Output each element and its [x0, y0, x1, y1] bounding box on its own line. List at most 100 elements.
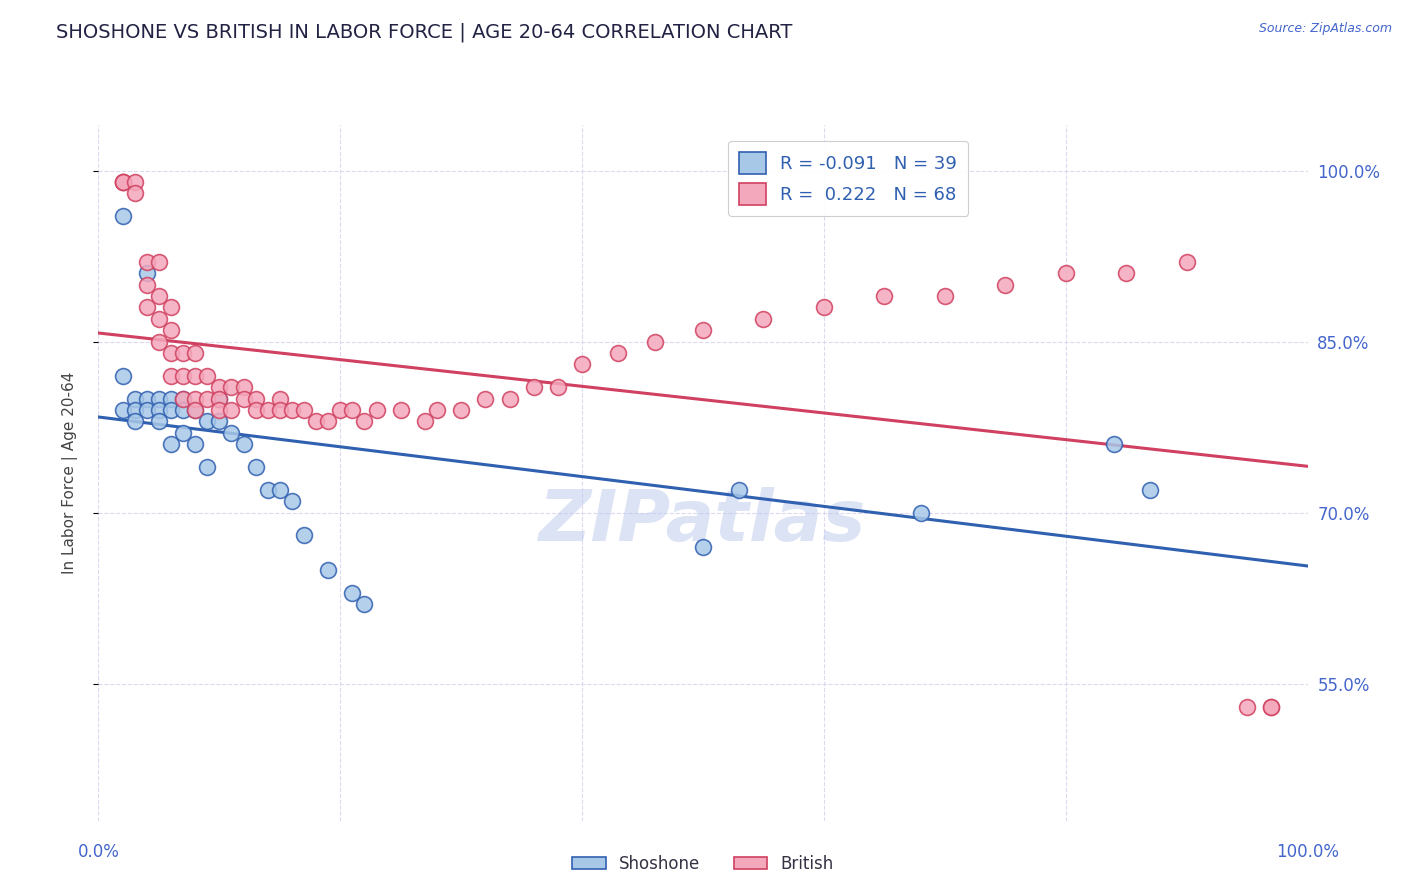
Point — [148, 254, 170, 268]
Point — [232, 437, 254, 451]
Point — [269, 483, 291, 497]
Point — [208, 392, 231, 406]
Point — [172, 392, 194, 406]
Point — [752, 311, 775, 326]
Point — [111, 403, 134, 417]
Point — [195, 392, 218, 406]
Point — [994, 277, 1017, 292]
Point — [281, 403, 304, 417]
Point — [221, 380, 243, 394]
Point — [160, 437, 183, 451]
Point — [232, 392, 254, 406]
Point — [256, 483, 278, 497]
Point — [135, 301, 157, 315]
Point — [474, 392, 496, 406]
Point — [571, 358, 593, 372]
Point — [208, 403, 231, 417]
Point — [184, 392, 207, 406]
Point — [111, 175, 134, 189]
Point — [172, 368, 194, 383]
Point — [292, 528, 315, 542]
Point — [1236, 699, 1258, 714]
Point — [172, 392, 194, 406]
Point — [1102, 437, 1125, 451]
Point — [450, 403, 472, 417]
Point — [160, 323, 183, 337]
Point — [232, 380, 254, 394]
Point — [148, 289, 170, 303]
Point — [547, 380, 569, 394]
Point — [172, 346, 194, 360]
Y-axis label: In Labor Force | Age 20-64: In Labor Force | Age 20-64 — [62, 372, 77, 574]
Point — [208, 380, 231, 394]
Point — [160, 301, 183, 315]
Point — [148, 403, 170, 417]
Legend: Shoshone, British: Shoshone, British — [565, 848, 841, 880]
Point — [111, 368, 134, 383]
Point — [813, 301, 835, 315]
Point — [498, 392, 520, 406]
Point — [124, 403, 146, 417]
Point — [221, 425, 243, 440]
Point — [124, 186, 146, 201]
Point — [873, 289, 896, 303]
Point — [111, 175, 134, 189]
Point — [148, 414, 170, 428]
Point — [184, 403, 207, 417]
Point — [1175, 254, 1198, 268]
Point — [135, 277, 157, 292]
Point — [1260, 699, 1282, 714]
Point — [111, 209, 134, 223]
Point — [281, 494, 304, 508]
Legend: R = -0.091   N = 39, R =  0.222   N = 68: R = -0.091 N = 39, R = 0.222 N = 68 — [728, 141, 969, 216]
Point — [389, 403, 412, 417]
Point — [728, 483, 751, 497]
Point — [692, 540, 714, 554]
Point — [148, 334, 170, 349]
Point — [124, 175, 146, 189]
Point — [910, 506, 932, 520]
Point — [353, 414, 375, 428]
Point — [692, 323, 714, 337]
Point — [342, 403, 364, 417]
Point — [160, 403, 183, 417]
Point — [124, 414, 146, 428]
Point — [1260, 699, 1282, 714]
Point — [292, 403, 315, 417]
Point — [135, 266, 157, 280]
Point — [184, 403, 207, 417]
Text: 0.0%: 0.0% — [77, 843, 120, 861]
Point — [184, 346, 207, 360]
Point — [111, 175, 134, 189]
Point — [160, 392, 183, 406]
Text: Source: ZipAtlas.com: Source: ZipAtlas.com — [1258, 22, 1392, 36]
Text: 100.0%: 100.0% — [1277, 843, 1339, 861]
Point — [607, 346, 630, 360]
Point — [172, 403, 194, 417]
Point — [1115, 266, 1137, 280]
Point — [135, 254, 157, 268]
Point — [366, 403, 388, 417]
Point — [269, 403, 291, 417]
Point — [269, 392, 291, 406]
Point — [305, 414, 328, 428]
Point — [256, 403, 278, 417]
Point — [195, 368, 218, 383]
Point — [316, 563, 339, 577]
Point — [208, 414, 231, 428]
Point — [160, 346, 183, 360]
Point — [184, 437, 207, 451]
Point — [160, 368, 183, 383]
Point — [342, 585, 364, 599]
Point — [148, 392, 170, 406]
Point — [208, 392, 231, 406]
Point — [195, 414, 218, 428]
Text: ZIPatlas: ZIPatlas — [540, 487, 866, 556]
Point — [426, 403, 449, 417]
Point — [413, 414, 436, 428]
Point — [644, 334, 666, 349]
Point — [135, 392, 157, 406]
Text: SHOSHONE VS BRITISH IN LABOR FORCE | AGE 20-64 CORRELATION CHART: SHOSHONE VS BRITISH IN LABOR FORCE | AGE… — [56, 22, 793, 42]
Point — [1054, 266, 1077, 280]
Point — [184, 368, 207, 383]
